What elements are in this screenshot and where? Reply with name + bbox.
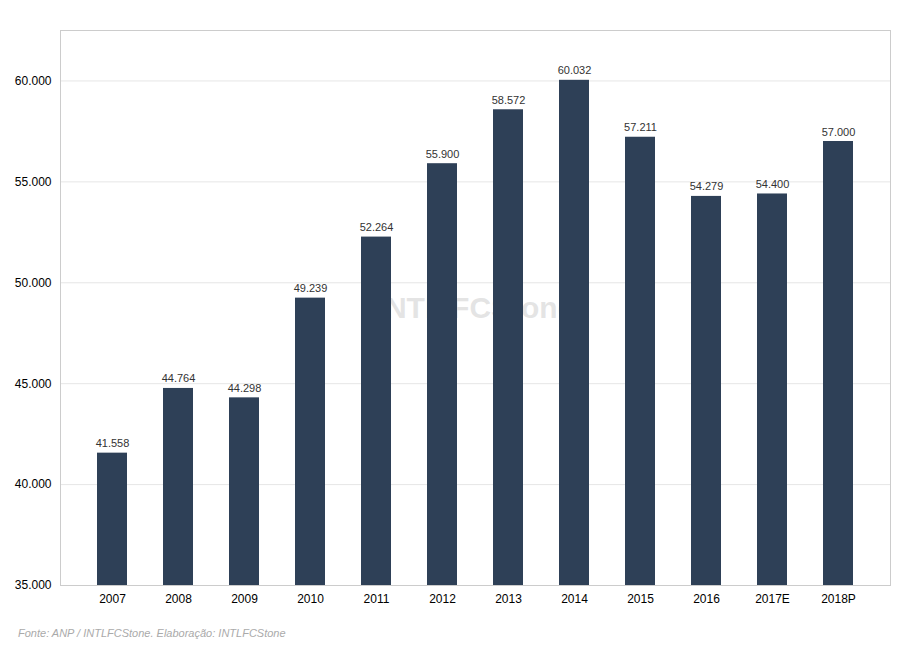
svg-text:2012: 2012 — [429, 592, 456, 606]
svg-text:55.900: 55.900 — [426, 148, 460, 160]
svg-text:41.558: 41.558 — [96, 437, 130, 449]
svg-text:50.000: 50.000 — [15, 276, 52, 290]
svg-text:44.298: 44.298 — [228, 382, 262, 394]
svg-text:57.000: 57.000 — [822, 126, 856, 138]
svg-text:54.400: 54.400 — [756, 178, 790, 190]
svg-text:54.279: 54.279 — [690, 180, 724, 192]
svg-text:2014: 2014 — [561, 592, 588, 606]
svg-text:2011: 2011 — [364, 592, 390, 606]
html-text:Fonte: ANP / INTLFCStone. Elab: Fonte: ANP / INTLFCStone. Elaboração: IN… — [18, 627, 286, 639]
svg-text:58.572: 58.572 — [492, 94, 526, 106]
svg-text:45.000: 45.000 — [15, 377, 52, 391]
svg-text:52.264: 52.264 — [360, 221, 394, 233]
svg-text:2018P: 2018P — [821, 592, 856, 606]
svg-text:60.000: 60.000 — [15, 74, 52, 88]
svg-text:INTL FCStone: INTL FCStone — [377, 291, 575, 324]
svg-text:60.032: 60.032 — [558, 64, 592, 76]
svg-text:2015: 2015 — [627, 592, 654, 606]
svg-text:2010: 2010 — [297, 592, 324, 606]
svg-text:35.000: 35.000 — [15, 578, 52, 592]
svg-text:2007: 2007 — [99, 592, 126, 606]
svg-text:40.000: 40.000 — [15, 477, 52, 491]
svg-text:2017E: 2017E — [755, 592, 790, 606]
svg-text:55.000: 55.000 — [15, 175, 52, 189]
svg-text:2016: 2016 — [693, 592, 720, 606]
svg-text:49.239: 49.239 — [294, 282, 328, 294]
svg-text:44.764: 44.764 — [162, 372, 196, 384]
svg-text:2013: 2013 — [495, 592, 522, 606]
svg-text:57.211: 57.211 — [624, 121, 657, 133]
svg-text:2009: 2009 — [231, 592, 258, 606]
svg-text:2008: 2008 — [165, 592, 192, 606]
